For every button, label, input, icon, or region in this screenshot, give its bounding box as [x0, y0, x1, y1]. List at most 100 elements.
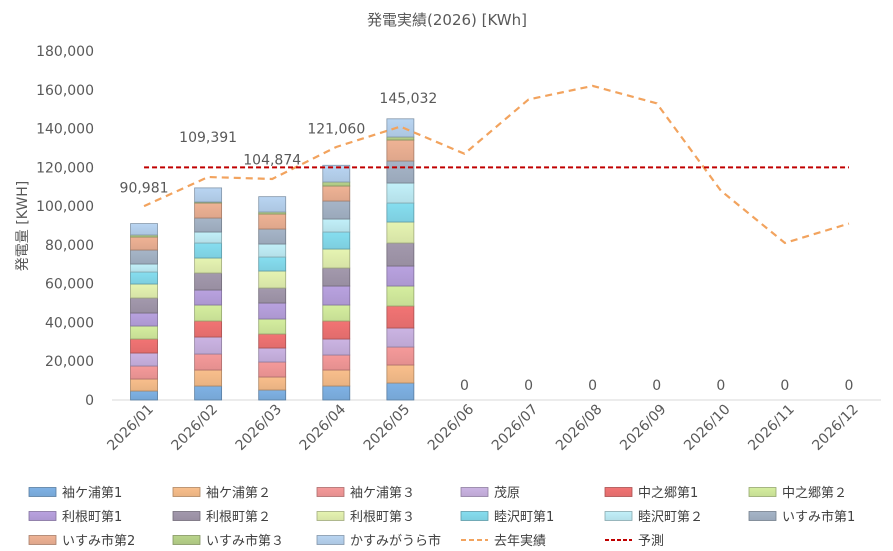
- y-tick-label: 120,000: [36, 160, 94, 176]
- legend-label: 中之郷第1: [638, 486, 698, 501]
- bar-segment: [386, 139, 415, 162]
- legend-marker: [28, 511, 57, 521]
- stacked-bars: [130, 118, 415, 401]
- legend-marker: [172, 487, 201, 497]
- legend-item: 利根町第２: [172, 510, 271, 525]
- bar-segment: [130, 352, 158, 367]
- bar-segment: [258, 333, 287, 349]
- y-axis-ticks: 0 20,000 40,000 60,000 80,000 100,000 120,000 1…: [36, 44, 94, 409]
- bar-segment: [322, 320, 351, 340]
- bar-segment: [258, 287, 287, 304]
- bar-segment: [258, 213, 287, 230]
- legend-label: 中之郷第２: [782, 486, 847, 501]
- legend-label: 睦沢町第２: [638, 509, 703, 525]
- total-label: 0: [588, 378, 597, 394]
- bar-segment: [322, 385, 351, 401]
- bar-segment: [194, 369, 223, 387]
- line-series: [143, 84, 850, 245]
- bar-segment: [322, 369, 351, 387]
- y-tick-label: 80,000: [45, 238, 94, 254]
- bar-segment: [258, 256, 287, 272]
- legend-item: 睦沢町第２: [604, 509, 703, 525]
- legend-label: 予測: [638, 534, 664, 549]
- bar-segment: [194, 289, 223, 306]
- legend: 袖ケ浦第1 袖ケ浦第２ 袖ケ浦第３ 茂原 中之郷第1 中之郷第２ 利根町第1 利根町第２ 利根町…: [28, 486, 855, 549]
- bar-segment: [258, 361, 287, 378]
- chart-title: 発電実績(2026) [KWh]: [367, 11, 527, 29]
- legend-marker: [316, 487, 345, 497]
- bar-segment: [130, 312, 158, 327]
- bar-segment: [386, 242, 415, 267]
- bar-segment: [194, 242, 223, 259]
- bar-segment: [130, 236, 158, 251]
- bar-segment: [194, 353, 223, 371]
- bar-segment: [258, 347, 287, 363]
- legend-item: 去年実績: [461, 533, 546, 549]
- legend-label: 袖ケ浦第３: [350, 486, 415, 501]
- total-label: 121,060: [307, 121, 365, 137]
- legend-item: 利根町第３: [316, 510, 415, 525]
- bar-segment: [130, 338, 158, 354]
- total-label: 0: [716, 378, 725, 394]
- legend-label: いすみ市第３: [206, 533, 284, 549]
- bar-segment: [386, 382, 415, 401]
- legend-label: 袖ケ浦第1: [62, 486, 122, 501]
- legend-item: かすみがうら市: [316, 533, 441, 549]
- bar-segment: [258, 318, 287, 335]
- legend-item: 予測: [605, 534, 664, 549]
- legend-item: 袖ケ浦第３: [316, 486, 415, 501]
- legend-marker: [28, 535, 57, 545]
- y-tick-label: 140,000: [36, 122, 94, 138]
- legend-marker: [604, 487, 633, 497]
- bar-segment: [194, 231, 223, 244]
- bar-segment: [386, 285, 415, 307]
- bar-segment: [258, 389, 287, 401]
- y-tick-label: 20,000: [45, 354, 94, 370]
- bar-segment: [194, 304, 223, 322]
- y-tick-label: 160,000: [36, 83, 94, 99]
- bar-segment: [130, 365, 158, 380]
- legend-marker: [460, 487, 489, 497]
- bar-segment: [386, 346, 415, 366]
- bar-segment: [258, 243, 287, 258]
- bar-segment: [386, 160, 415, 184]
- bar-segment: [130, 297, 158, 314]
- bar-segment: [386, 182, 415, 204]
- bar-segment: [386, 202, 415, 223]
- bar-segment: [194, 217, 223, 233]
- bar-segment: [322, 354, 351, 371]
- legend-item: 利根町第1: [28, 510, 122, 525]
- legend-label: いすみ市第1: [782, 509, 855, 525]
- bar-segment: [386, 118, 415, 138]
- bar-segment: [258, 196, 287, 213]
- legend-marker: [316, 535, 345, 545]
- total-label: 0: [652, 378, 661, 394]
- bar-segment: [386, 221, 415, 244]
- legend-item: いすみ市第1: [748, 509, 855, 525]
- total-label: 0: [780, 378, 789, 394]
- total-label: 104,874: [243, 153, 301, 169]
- y-tick-label: 60,000: [45, 277, 94, 293]
- legend-item: いすみ市第2: [28, 533, 135, 549]
- bar-segment: [322, 338, 351, 356]
- bar-segment: [322, 248, 351, 269]
- bar-segment: [386, 305, 415, 329]
- bar-segment: [130, 249, 158, 265]
- bar-segment: [130, 283, 158, 299]
- bar-segment: [386, 136, 415, 141]
- legend-marker: [604, 511, 633, 521]
- legend-label: 去年実績: [494, 533, 546, 549]
- legend-marker: [28, 487, 57, 497]
- bar-segment: [130, 390, 158, 401]
- bar-segment: [322, 164, 351, 183]
- legend-label: 利根町第1: [62, 510, 122, 525]
- bar-segment: [386, 364, 415, 384]
- legend-marker: [172, 535, 201, 545]
- bar-segment: [322, 285, 351, 306]
- y-tick-label: 180,000: [36, 44, 94, 60]
- bar-segment: [194, 257, 223, 274]
- legend-marker: [748, 487, 777, 497]
- total-label: 0: [524, 378, 533, 394]
- legend-label: 茂原: [494, 486, 520, 501]
- bar-segment: [194, 336, 223, 355]
